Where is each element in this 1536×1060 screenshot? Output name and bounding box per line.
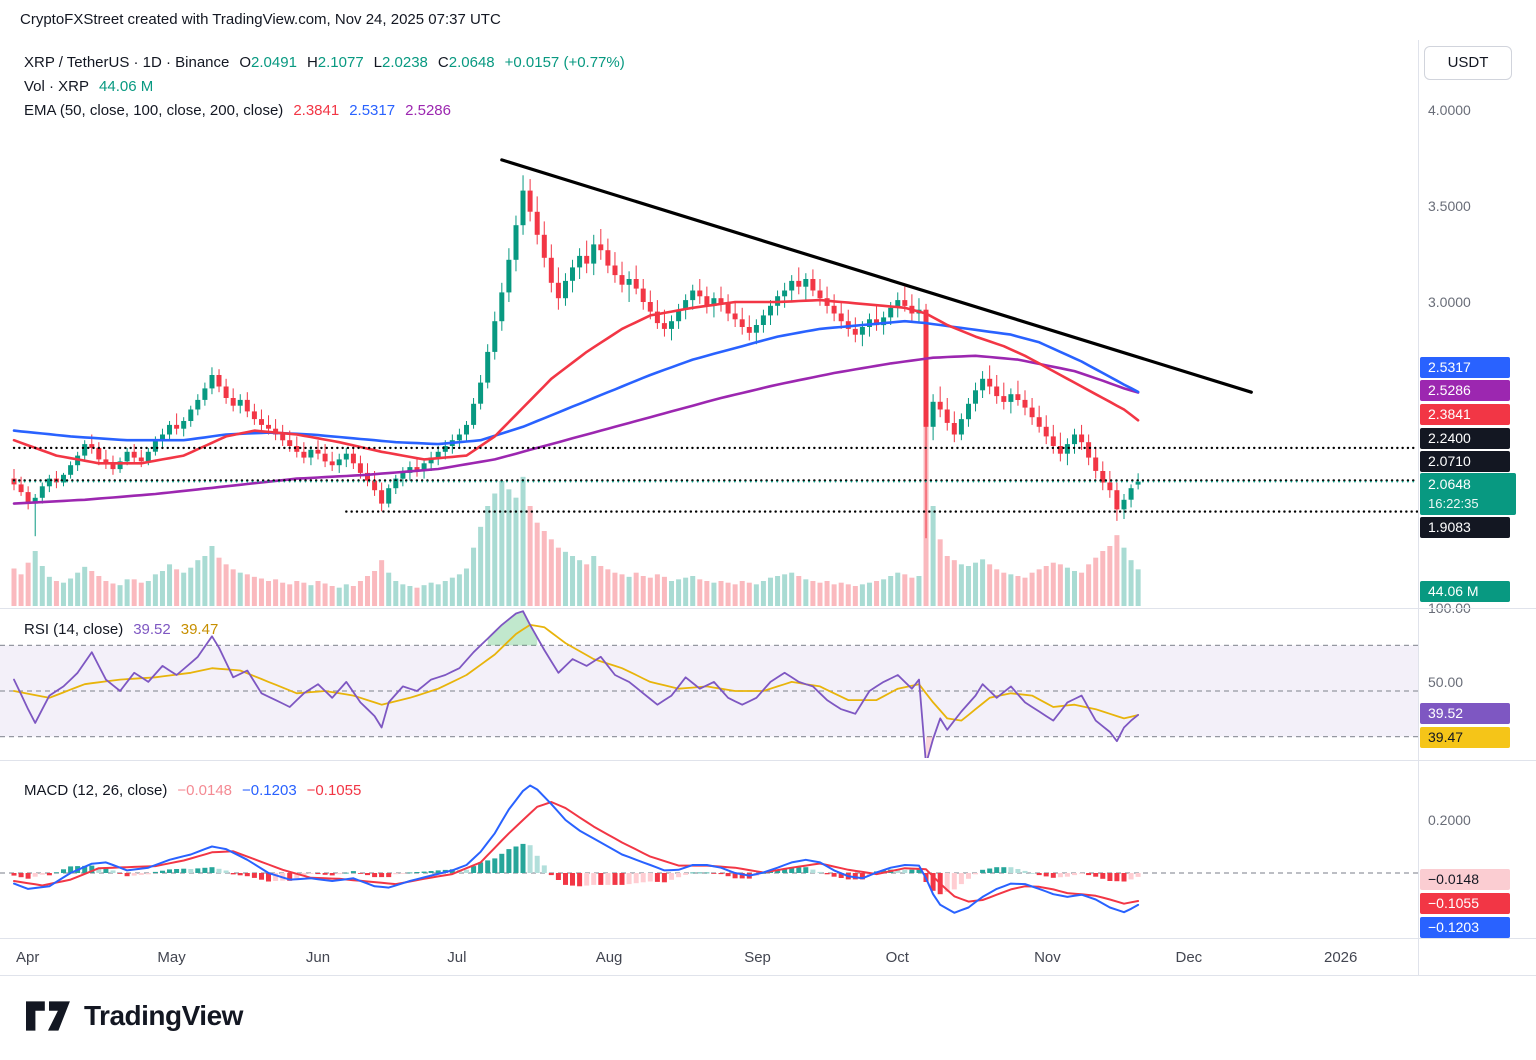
rsi-legend-title[interactable]: RSI (14, close) bbox=[24, 620, 124, 638]
volume-value: 44.06 M bbox=[99, 77, 154, 95]
ema200-value: 2.5286 bbox=[405, 101, 451, 119]
time-axis-label: Apr bbox=[16, 949, 39, 966]
last-price-label: 2.0648 16:22:35 bbox=[1420, 473, 1516, 515]
macd-plot bbox=[11, 784, 1141, 914]
time-axis-label: Jun bbox=[306, 949, 330, 966]
rsi-plot bbox=[13, 610, 1139, 758]
indicator-grid bbox=[0, 644, 1418, 874]
time-axis-label: Aug bbox=[596, 949, 623, 966]
time-axis-label: Oct bbox=[886, 949, 910, 966]
rsi-ma-value: 39.47 bbox=[180, 620, 219, 638]
time-axis-label: Dec bbox=[1176, 949, 1203, 966]
brand-name: TradingView bbox=[84, 1000, 243, 1031]
time-axis-labels: Apr May Jun Jul Aug Sep Oct Nov Dec 2026 bbox=[16, 949, 1357, 966]
ohlc-open: O 2.0491 bbox=[239, 53, 297, 71]
level-label-1-9083: 1.9083 bbox=[1420, 517, 1510, 538]
volume-row: Vol · XRP 44.06 M bbox=[24, 74, 625, 98]
ema100-price-label: 2.5317 bbox=[1420, 357, 1510, 378]
ema-legend-title[interactable]: EMA (50, close, 100, close, 200, close) bbox=[24, 101, 284, 119]
time-axis-label: Nov bbox=[1034, 949, 1061, 966]
price-change: +0.0157 (+0.77%) bbox=[504, 53, 625, 71]
time-axis-label: Jul bbox=[447, 949, 466, 966]
time-axis-top-border bbox=[0, 938, 1536, 939]
volume-legend-title: Vol · XRP bbox=[24, 77, 90, 95]
price-tick-3-5: 3.5000 bbox=[1428, 198, 1471, 214]
time-axis-label: Sep bbox=[744, 949, 771, 966]
tradingview-logo-icon bbox=[26, 1001, 70, 1031]
rsi-ma-axis-label: 39.47 bbox=[1420, 727, 1510, 748]
time-axis-bottom-border bbox=[0, 975, 1536, 976]
volume-bars bbox=[11, 331, 1141, 606]
macd-legend-title[interactable]: MACD (12, 26, close) bbox=[24, 781, 168, 799]
macd-line-axis-label: −0.1203 bbox=[1420, 917, 1510, 938]
macd-signal-value: −0.1055 bbox=[306, 781, 362, 799]
macd-line-value: −0.1203 bbox=[242, 781, 297, 799]
ema100-value: 2.5317 bbox=[349, 101, 396, 119]
macd-hist-value: −0.0148 bbox=[177, 781, 233, 799]
macd-hist-axis-label: −0.0148 bbox=[1420, 869, 1510, 890]
macd-tick-02: 0.2000 bbox=[1428, 812, 1471, 828]
ema200-price-label: 2.5286 bbox=[1420, 380, 1510, 401]
pane-separator-rsi-macd[interactable] bbox=[0, 760, 1536, 761]
ohlc-low: L 2.0238 bbox=[373, 53, 428, 71]
price-axis-border bbox=[1418, 40, 1419, 975]
rsi-legend: RSI (14, close) 39.52 39.47 bbox=[24, 617, 218, 641]
price-tick-4: 4.0000 bbox=[1428, 102, 1471, 118]
level-label-2-24: 2.2400 bbox=[1420, 428, 1510, 449]
ohlc-high: H 2.1077 bbox=[306, 53, 364, 71]
attribution-text: CryptoFXStreet created with TradingView.… bbox=[20, 11, 501, 28]
time-axis[interactable] bbox=[0, 938, 1418, 975]
level-label-2-071: 2.0710 bbox=[1420, 451, 1510, 472]
attribution-bar: CryptoFXStreet created with TradingView.… bbox=[0, 0, 1536, 40]
rsi-line-value: 39.52 bbox=[133, 620, 171, 638]
pane-separator-main-rsi[interactable] bbox=[0, 608, 1536, 609]
time-axis-label: May bbox=[157, 949, 186, 966]
rsi-tick-50: 50.00 bbox=[1428, 674, 1464, 690]
ema-row: EMA (50, close, 100, close, 200, close) … bbox=[24, 98, 625, 122]
ema-lines bbox=[12, 298, 1140, 505]
support-resistance-lines[interactable] bbox=[12, 446, 1420, 513]
bar-countdown: 16:22:35 bbox=[1428, 496, 1479, 511]
macd-signal-axis-label: −0.1055 bbox=[1420, 893, 1510, 914]
price-tick-3: 3.0000 bbox=[1428, 294, 1471, 310]
currency-toggle-button[interactable]: USDT bbox=[1424, 46, 1512, 80]
tradingview-branding[interactable]: TradingView bbox=[26, 998, 243, 1034]
ema50-value: 2.3841 bbox=[293, 101, 340, 119]
symbol-title[interactable]: XRP / TetherUS · 1D · Binance bbox=[24, 53, 230, 71]
volume-axis-label: 44.06 M bbox=[1420, 581, 1510, 602]
rsi-axis-label: 39.52 bbox=[1420, 703, 1510, 724]
last-price-value: 2.0648 bbox=[1428, 476, 1471, 492]
macd-legend: MACD (12, 26, close) −0.0148 −0.1203 −0.… bbox=[24, 778, 361, 802]
descending-trendline[interactable] bbox=[500, 158, 1253, 394]
ohlc-close: C 2.0648 bbox=[437, 53, 495, 71]
time-axis-label: 2026 bbox=[1324, 949, 1357, 966]
ema50-price-label: 2.3841 bbox=[1420, 404, 1510, 425]
